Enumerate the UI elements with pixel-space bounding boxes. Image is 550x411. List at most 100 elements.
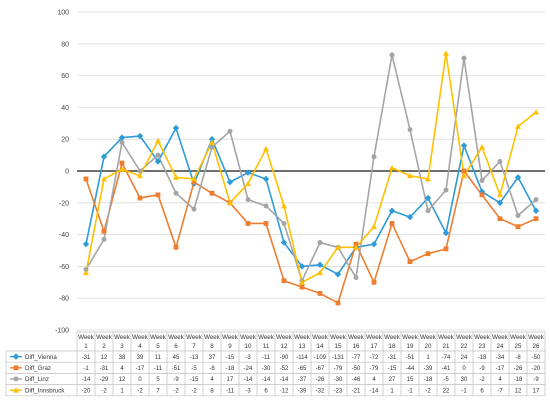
data-point-diff-innsbruck <box>101 175 107 182</box>
data-point-diff-linz <box>191 206 197 212</box>
data-table-cell: -39 <box>424 366 433 372</box>
data-point-diff-innsbruck <box>335 244 341 250</box>
data-point-diff-graz <box>281 278 287 284</box>
data-point-diff-linz <box>425 208 431 214</box>
data-point-diff-graz <box>479 192 485 198</box>
data-table-cell: -29 <box>100 377 109 383</box>
data-point-diff-graz <box>533 216 539 222</box>
data-point-diff-vienna <box>406 213 414 221</box>
data-point-diff-linz <box>317 240 323 246</box>
data-table-cell: 6 <box>264 388 268 394</box>
data-table-cell: -31 <box>388 355 397 361</box>
x-tick-label: 19 <box>407 343 414 350</box>
data-table-cell: -30 <box>334 377 343 383</box>
data-point-diff-innsbruck <box>119 166 125 172</box>
x-tick-label: Week <box>150 334 167 341</box>
data-point-diff-vienna <box>82 240 90 248</box>
data-table-cell: -21 <box>352 388 361 394</box>
data-table-cell: -11 <box>226 388 235 394</box>
data-table-cell: -2 <box>137 388 143 394</box>
data-table-cell: 1 <box>426 355 430 361</box>
data-point-diff-linz <box>263 203 269 209</box>
data-table-cell: -2 <box>479 377 485 383</box>
data-point-diff-linz <box>497 158 503 164</box>
data-point-diff-graz <box>101 229 107 234</box>
data-table-cell: -8 <box>209 366 215 372</box>
data-table-cell: 4 <box>372 377 376 383</box>
data-point-diff-graz <box>497 216 503 222</box>
data-table-cell: -14 <box>280 377 289 383</box>
data-table-cell: -20 <box>532 366 541 372</box>
y-tick-label: -60 <box>59 264 69 271</box>
data-table-cell: -31 <box>82 355 91 361</box>
data-point-diff-graz <box>263 221 269 226</box>
data-table-cell: -18 <box>226 366 235 372</box>
data-table-cell: -18 <box>514 377 523 383</box>
data-table-cell: 27 <box>389 377 396 383</box>
data-table-cell: -1 <box>461 388 467 394</box>
data-point-diff-vienna <box>154 158 162 165</box>
data-point-diff-innsbruck <box>227 199 233 206</box>
data-point-diff-vienna <box>316 261 324 269</box>
x-tick-label: Week <box>348 334 365 341</box>
data-table-cell: -31 <box>100 366 109 372</box>
data-table-cell: -24 <box>244 366 253 372</box>
data-table-cell: -14 <box>262 377 271 383</box>
data-table-cell: -18 <box>424 377 433 383</box>
x-tick-label: 1 <box>84 343 88 350</box>
series-lines <box>85 52 537 304</box>
data-table-cell: -30 <box>262 366 271 372</box>
data-table-cell: -14 <box>244 377 253 383</box>
data-table-cell: 17 <box>533 388 540 394</box>
data-point-diff-innsbruck <box>281 202 287 209</box>
data-point-diff-linz <box>281 220 287 226</box>
data-point-diff-vienna <box>334 271 342 278</box>
data-point-diff-innsbruck <box>317 269 323 276</box>
x-tick-label: Week <box>204 334 221 341</box>
data-table-cell: -1 <box>83 366 89 372</box>
data-table-cell: 37 <box>209 355 216 361</box>
data-table-cell: -1 <box>407 388 413 394</box>
x-tick-label: 26 <box>533 343 540 350</box>
data-point-diff-vienna <box>370 240 378 248</box>
data-table-cell: -2 <box>173 388 179 394</box>
data-point-diff-innsbruck <box>209 139 215 145</box>
data-table-cell: 12 <box>515 388 522 394</box>
data-point-diff-innsbruck <box>443 50 449 56</box>
data-point-diff-graz <box>461 168 467 174</box>
data-table-cell: -15 <box>226 355 235 361</box>
data-table-cell: 39 <box>137 355 144 361</box>
series-markers <box>82 50 540 306</box>
data-table-cell: -11 <box>262 355 271 361</box>
data-point-diff-graz <box>119 160 125 166</box>
data-table-cell: -13 <box>190 355 199 361</box>
x-tick-label: 8 <box>210 343 214 350</box>
data-table-cell: -5 <box>191 366 197 372</box>
data-point-diff-graz <box>407 259 413 265</box>
data-table-cell: -77 <box>352 355 361 361</box>
data-table-cell: -17 <box>496 366 505 372</box>
data-table-cell: -114 <box>296 355 308 361</box>
data-point-diff-vienna <box>298 263 306 270</box>
data-point-diff-graz <box>353 241 359 247</box>
data-table-cell: -8 <box>515 355 521 361</box>
x-tick-label: 2 <box>102 343 106 350</box>
data-point-diff-vienna <box>244 169 252 176</box>
data-table-cell: -51 <box>406 355 415 361</box>
data-table-cell: -2 <box>191 388 197 394</box>
x-tick-label: Week <box>366 334 383 341</box>
data-point-diff-linz <box>227 128 233 134</box>
legend-label-diff-graz: Diff_Graz <box>25 365 51 372</box>
data-point-diff-vienna <box>280 239 288 246</box>
data-table-cell: -2 <box>101 388 107 394</box>
data-table-cell: 4 <box>120 366 124 372</box>
data-point-diff-linz <box>389 52 395 58</box>
data-point-diff-vienna <box>424 194 432 202</box>
x-tick-label: Week <box>240 334 257 341</box>
data-table-cell: -74 <box>442 355 451 361</box>
data-point-diff-linz <box>353 275 359 281</box>
data-point-diff-graz <box>173 244 179 250</box>
data-table-cell: 24 <box>461 355 468 361</box>
data-point-diff-vienna <box>136 132 144 140</box>
